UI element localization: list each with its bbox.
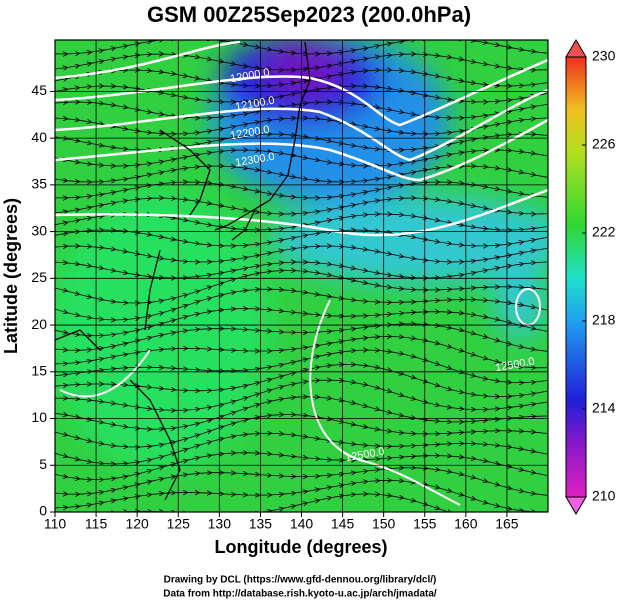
y-tick-label: 25 xyxy=(31,269,47,285)
colorbar-cap xyxy=(565,39,587,58)
colorbar-label: 230 xyxy=(592,48,616,64)
y-axis-title: Latitude (degrees) xyxy=(1,198,21,354)
y-tick-label: 0 xyxy=(39,503,47,519)
x-tick-label: 150 xyxy=(372,516,396,532)
x-tick-label: 145 xyxy=(331,516,355,532)
y-tick-label: 5 xyxy=(39,456,47,472)
x-tick-label: 115 xyxy=(85,516,108,532)
x-tick-label: 130 xyxy=(208,516,232,532)
y-tick-label: 45 xyxy=(31,82,47,98)
x-tick-label: 160 xyxy=(454,516,478,532)
chart-title: GSM 00Z25Sep2023 (200.0hPa) xyxy=(147,2,471,27)
colorbar-label: 210 xyxy=(592,488,616,504)
colorbar-label: 226 xyxy=(592,136,616,152)
x-tick-label: 140 xyxy=(290,516,314,532)
colorbar xyxy=(565,56,587,498)
footer: Data from http://database.rish.kyoto-u.a… xyxy=(163,589,437,600)
y-tick-label: 30 xyxy=(31,222,47,238)
x-tick-label: 165 xyxy=(495,516,519,532)
x-axis-title: Longitude (degrees) xyxy=(214,537,387,557)
x-tick-label: 135 xyxy=(249,516,273,532)
field xyxy=(55,40,548,512)
x-tick-label: 120 xyxy=(125,516,149,532)
y-tick-label: 20 xyxy=(31,316,47,332)
colorbar-cap xyxy=(565,496,587,515)
y-tick-label: 15 xyxy=(31,363,47,379)
y-tick-label: 35 xyxy=(31,176,47,192)
colorbar-label: 218 xyxy=(592,312,616,328)
footer: Drawing by DCL (https://www.gfd-dennou.o… xyxy=(164,575,437,586)
x-tick-label: 155 xyxy=(413,516,437,532)
x-tick-label: 125 xyxy=(167,516,191,532)
x-tick-label: 110 xyxy=(44,516,67,532)
colorbar-label: 214 xyxy=(592,400,616,416)
colorbar-label: 222 xyxy=(592,224,616,240)
y-tick-label: 40 xyxy=(31,129,47,145)
y-tick-label: 10 xyxy=(31,409,47,425)
